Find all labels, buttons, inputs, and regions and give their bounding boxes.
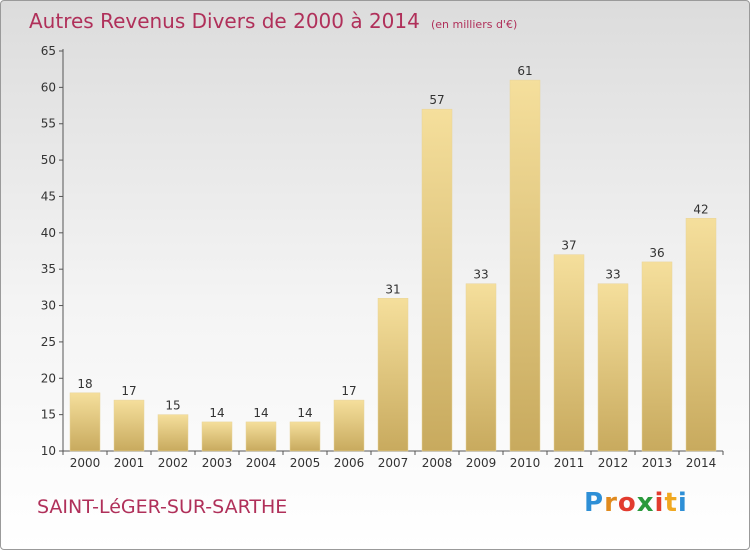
unit-note: (en milliers d'€) — [430, 18, 518, 31]
bar — [377, 298, 409, 452]
x-tick-label: 2003 — [202, 456, 233, 470]
bar — [245, 421, 277, 452]
bar-value-label: 61 — [517, 64, 532, 78]
logo-letter: t — [664, 488, 678, 518]
x-tick-label: 2009 — [466, 456, 497, 470]
y-tick-label: 20 — [41, 371, 56, 385]
x-tick-label: 2000 — [70, 456, 101, 470]
x-tick-label: 2011 — [554, 456, 585, 470]
title-row: Autres Revenus Divers de 2000 à 2014 (en… — [29, 9, 517, 33]
bar — [509, 79, 541, 452]
logo-letter: P — [584, 488, 605, 518]
bar — [333, 399, 365, 452]
bar-value-label: 36 — [649, 246, 664, 260]
labels-group: 18 17 15 14 14 14 17 31 57 33 61 37 33 36 42 — [77, 64, 708, 420]
logo-letter: r — [604, 488, 618, 518]
bar — [113, 399, 145, 452]
x-tick-label: 2002 — [158, 456, 189, 470]
x-tick-label: 2012 — [598, 456, 629, 470]
bar — [157, 414, 189, 452]
logo-letter: i — [654, 488, 665, 518]
logo-letter: i — [677, 488, 688, 518]
bar-value-label: 57 — [429, 93, 444, 107]
x-tick-label: 2007 — [378, 456, 409, 470]
bar-value-label: 15 — [165, 399, 180, 413]
bar-value-label: 42 — [693, 202, 708, 216]
x-tick-label: 2006 — [334, 456, 365, 470]
y-tick-label: 55 — [41, 117, 56, 131]
x-tick-label: 2004 — [246, 456, 277, 470]
bar-value-label: 31 — [385, 282, 400, 296]
bar-value-label: 33 — [605, 268, 620, 282]
x-tick-label: 2008 — [422, 456, 453, 470]
commune-name: SAINT-LéGER-SUR-SARTHE — [37, 496, 288, 518]
bar — [553, 254, 585, 452]
y-tick-label: 40 — [41, 226, 56, 240]
logo-letter: o — [617, 488, 637, 518]
bar-value-label: 17 — [121, 384, 136, 398]
y-tick-label: 15 — [41, 408, 56, 422]
bar — [69, 392, 101, 452]
chart-title: Autres Revenus Divers de 2000 à 2014 — [29, 9, 420, 33]
bar-value-label: 14 — [209, 406, 224, 420]
proxiti-logo: Proxiti — [584, 488, 688, 518]
logo-letter: x — [636, 488, 655, 518]
bar-value-label: 37 — [561, 239, 576, 253]
bar — [289, 421, 321, 452]
bar — [685, 218, 717, 452]
bar-value-label: 18 — [77, 377, 92, 391]
x-tick-label: 2010 — [510, 456, 541, 470]
x-tick-label: 2014 — [686, 456, 717, 470]
bar — [465, 283, 497, 452]
bars-group — [69, 79, 717, 452]
y-tick-label: 10 — [41, 444, 56, 458]
bar — [641, 261, 673, 452]
x-tick-label: 2001 — [114, 456, 145, 470]
y-tick-label: 35 — [41, 262, 56, 276]
y-tick-label: 50 — [41, 153, 56, 167]
y-tick-label: 60 — [41, 80, 56, 94]
bar-value-label: 17 — [341, 384, 356, 398]
bar — [201, 421, 233, 452]
x-tick-label: 2005 — [290, 456, 321, 470]
bar — [421, 108, 453, 452]
axes: 10 15 20 25 30 35 40 45 50 55 60 65 2000 2001 2002 2003… — [41, 44, 724, 470]
bar — [597, 283, 629, 452]
y-tick-label: 30 — [41, 299, 56, 313]
x-tick-label: 2013 — [642, 456, 673, 470]
y-tick-label: 25 — [41, 335, 56, 349]
bar-value-label: 14 — [253, 406, 268, 420]
y-tick-label: 65 — [41, 44, 56, 58]
y-tick-label: 45 — [41, 189, 56, 203]
bar-value-label: 14 — [297, 406, 312, 420]
bar-value-label: 33 — [473, 268, 488, 282]
